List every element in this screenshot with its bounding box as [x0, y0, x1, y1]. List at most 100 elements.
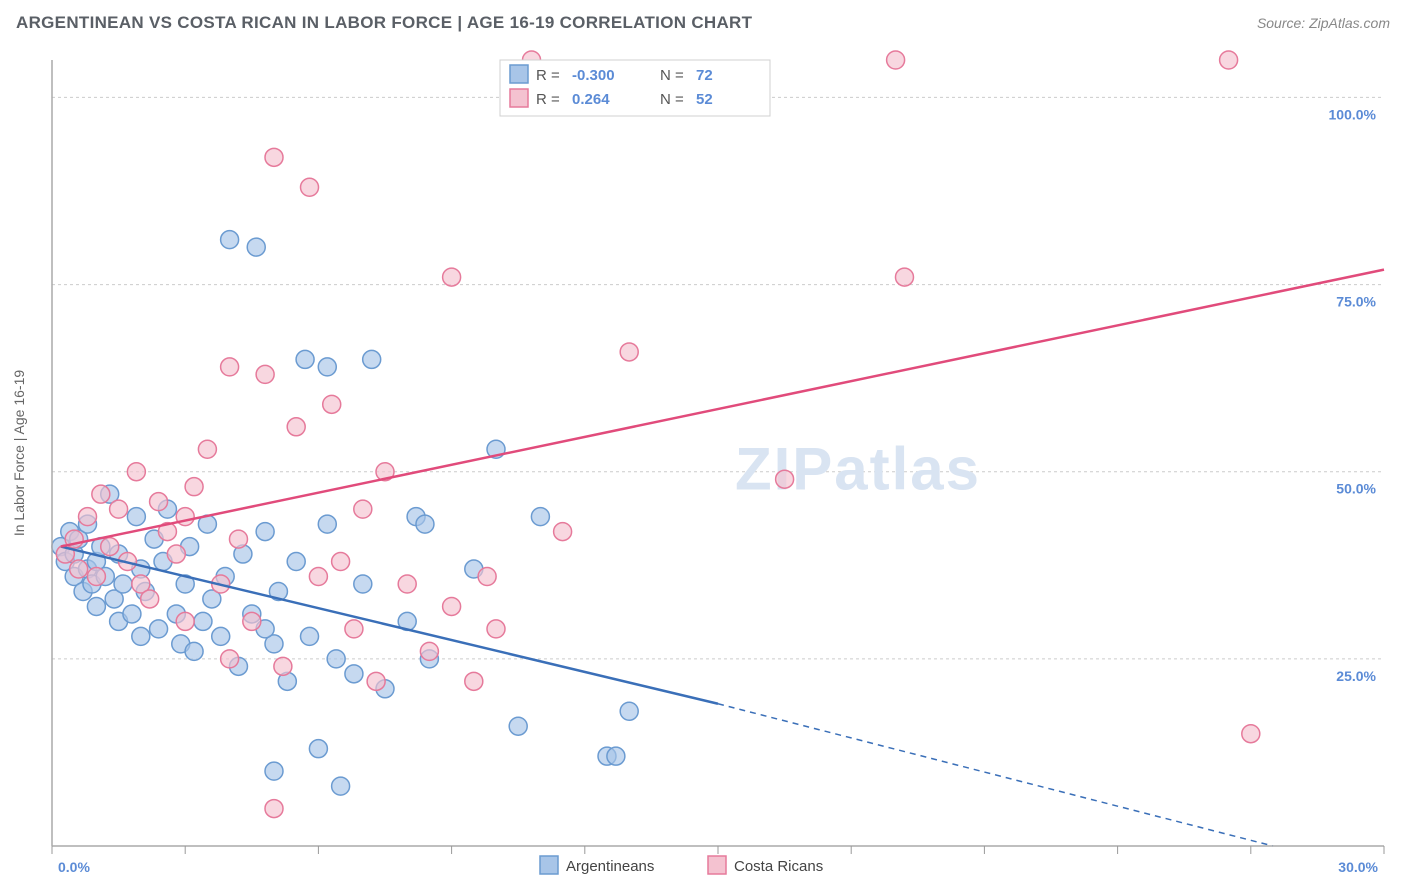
legend-n-label: N = — [660, 91, 684, 108]
data-point — [229, 530, 247, 548]
data-point — [345, 665, 363, 683]
chart-header: ARGENTINEAN VS COSTA RICAN IN LABOR FORC… — [0, 0, 1406, 46]
data-point — [87, 568, 105, 586]
data-point — [416, 515, 434, 533]
data-point — [309, 568, 327, 586]
data-point — [332, 553, 350, 571]
data-point — [287, 553, 305, 571]
data-point — [345, 620, 363, 638]
data-point — [398, 575, 416, 593]
data-point — [620, 343, 638, 361]
data-point — [895, 268, 913, 286]
correlation-scatter-chart: 25.0% 50.0% 75.0% 100.0% ZIPatlas 0.0% 30.0% In… — [0, 46, 1406, 892]
data-point — [887, 51, 905, 69]
data-point — [167, 545, 185, 563]
legend-swatch — [510, 65, 528, 83]
data-point — [221, 650, 239, 668]
data-point — [70, 560, 88, 578]
data-point — [123, 605, 141, 623]
chart-source: Source: ZipAtlas.com — [1257, 15, 1390, 31]
legend-n-value: 52 — [696, 91, 713, 108]
data-point — [465, 672, 483, 690]
data-point — [256, 523, 274, 541]
data-point — [296, 350, 314, 368]
data-point — [79, 508, 97, 526]
data-point — [776, 470, 794, 488]
data-point — [185, 642, 203, 660]
data-point — [127, 508, 145, 526]
data-point — [327, 650, 345, 668]
data-point — [509, 717, 527, 735]
data-point — [87, 597, 105, 615]
data-point — [620, 702, 638, 720]
watermark: ZIPatlas — [735, 436, 981, 503]
data-point — [92, 485, 110, 503]
data-point — [265, 148, 283, 166]
x-tick-label: 0.0% — [58, 859, 90, 875]
series-legend-swatch — [540, 856, 558, 874]
data-point — [221, 358, 239, 376]
data-point — [443, 268, 461, 286]
legend-r-value: 0.264 — [572, 91, 610, 108]
data-point — [265, 762, 283, 780]
series-legend-label: Costa Ricans — [734, 858, 823, 875]
legend-r-label: R = — [536, 67, 560, 84]
data-point — [150, 493, 168, 511]
data-point — [127, 463, 145, 481]
data-point — [221, 231, 239, 249]
data-point — [323, 395, 341, 413]
data-point — [110, 500, 128, 518]
legend-n-label: N = — [660, 67, 684, 84]
data-point — [487, 620, 505, 638]
y-axis-label: In Labor Force | Age 16-19 — [11, 370, 27, 537]
series-legend-label: Argentineans — [566, 858, 654, 875]
legend-r-label: R = — [536, 91, 560, 108]
data-point — [607, 747, 625, 765]
data-point — [1242, 725, 1260, 743]
data-point — [265, 800, 283, 818]
data-point — [176, 612, 194, 630]
x-tick-label: 30.0% — [1338, 859, 1378, 875]
data-point — [256, 365, 274, 383]
data-point — [287, 418, 305, 436]
data-point — [132, 627, 150, 645]
series-legend-swatch — [708, 856, 726, 874]
data-point — [247, 238, 265, 256]
trend-line — [61, 270, 1384, 547]
y-tick-label: 50.0% — [1336, 481, 1376, 497]
data-point — [101, 538, 119, 556]
chart-title: ARGENTINEAN VS COSTA RICAN IN LABOR FORC… — [16, 13, 752, 33]
y-tick-label: 100.0% — [1329, 106, 1377, 122]
chart-container: 25.0% 50.0% 75.0% 100.0% ZIPatlas 0.0% 30.0% In… — [0, 46, 1406, 892]
data-point — [478, 568, 496, 586]
data-point — [363, 350, 381, 368]
legend-r-value: -0.300 — [572, 67, 615, 84]
y-tick-label: 25.0% — [1336, 668, 1376, 684]
legend-swatch — [510, 89, 528, 107]
data-point — [274, 657, 292, 675]
data-point — [243, 612, 261, 630]
data-point — [141, 590, 159, 608]
data-point — [367, 672, 385, 690]
legend-n-value: 72 — [696, 67, 713, 84]
data-point — [443, 597, 461, 615]
data-point — [185, 478, 203, 496]
data-point — [1220, 51, 1238, 69]
data-point — [301, 627, 319, 645]
trend-line-extrapolated — [718, 704, 1273, 846]
data-point — [332, 777, 350, 795]
data-point — [318, 515, 336, 533]
data-point — [301, 178, 319, 196]
y-tick-label: 75.0% — [1336, 294, 1376, 310]
data-point — [318, 358, 336, 376]
data-point — [554, 523, 572, 541]
data-point — [212, 627, 230, 645]
data-point — [354, 575, 372, 593]
data-point — [114, 575, 132, 593]
data-point — [150, 620, 168, 638]
data-point — [309, 740, 327, 758]
data-point — [198, 440, 216, 458]
data-point — [531, 508, 549, 526]
data-point — [194, 612, 212, 630]
data-point — [420, 642, 438, 660]
